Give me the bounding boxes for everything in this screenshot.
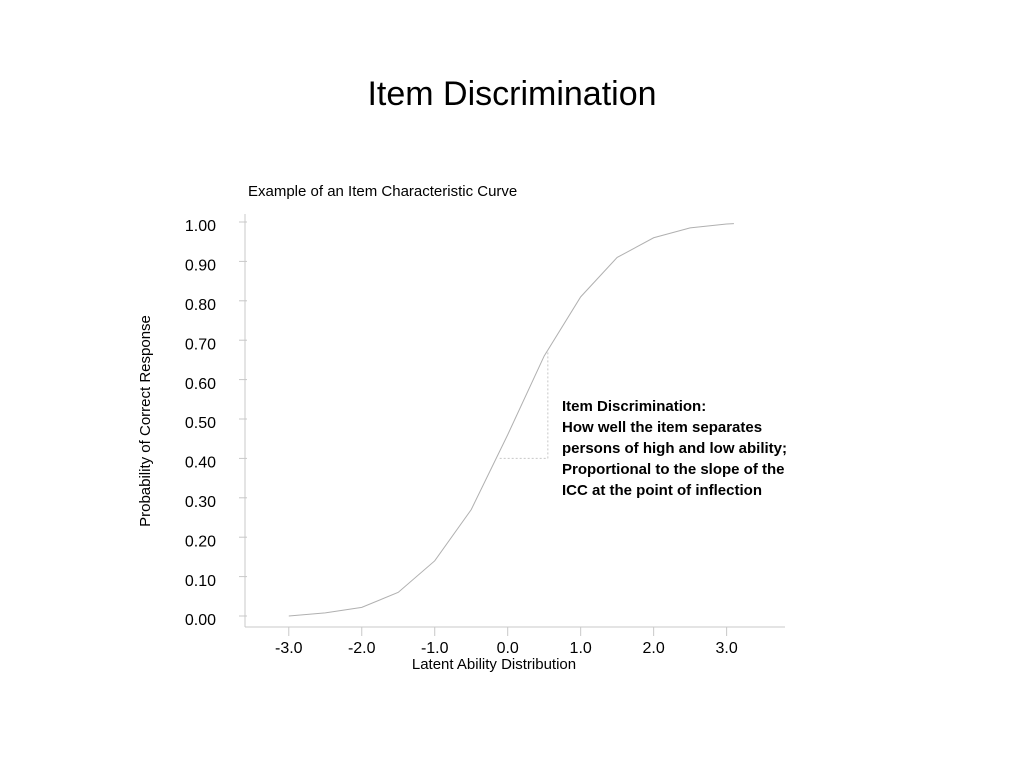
annotation-line: Item Discrimination:: [562, 398, 706, 415]
y-tick-label: 0.00: [185, 612, 216, 629]
x-tick-label: -1.0: [421, 640, 449, 657]
x-tick-label: 3.0: [715, 640, 737, 657]
y-tick-label: 0.50: [185, 415, 216, 432]
y-tick-label: 0.40: [185, 455, 216, 472]
annotation-line: ICC at the point of inflection: [562, 482, 762, 499]
slide-title: Item Discrimination: [367, 75, 656, 113]
x-tick-label: 1.0: [570, 640, 592, 657]
annotation-line: How well the item separates: [562, 419, 762, 436]
annotation-line: Proportional to the slope of the: [562, 461, 785, 478]
y-tick-label: 0.90: [185, 258, 216, 275]
y-tick-label: 0.70: [185, 336, 216, 353]
y-tick-label: 0.20: [185, 533, 216, 550]
x-tick-label: 2.0: [643, 640, 665, 657]
x-axis-label: Latent Ability Distribution: [412, 656, 576, 673]
y-tick-label: 0.30: [185, 494, 216, 511]
y-tick-label: 0.60: [185, 376, 216, 393]
y-tick-label: 0.80: [185, 297, 216, 314]
y-tick-label: 0.10: [185, 573, 216, 590]
chart-title: Example of an Item Characteristic Curve: [248, 183, 517, 200]
y-tick-label: 1.00: [185, 218, 216, 235]
y-axis-label: Probability of Correct Response: [137, 315, 154, 527]
x-tick-label: 0.0: [497, 640, 519, 657]
x-tick-label: -2.0: [348, 640, 376, 657]
icc-curve: [288, 223, 734, 617]
annotation-line: persons of high and low ability;: [562, 440, 787, 457]
x-tick-label: -3.0: [275, 640, 303, 657]
